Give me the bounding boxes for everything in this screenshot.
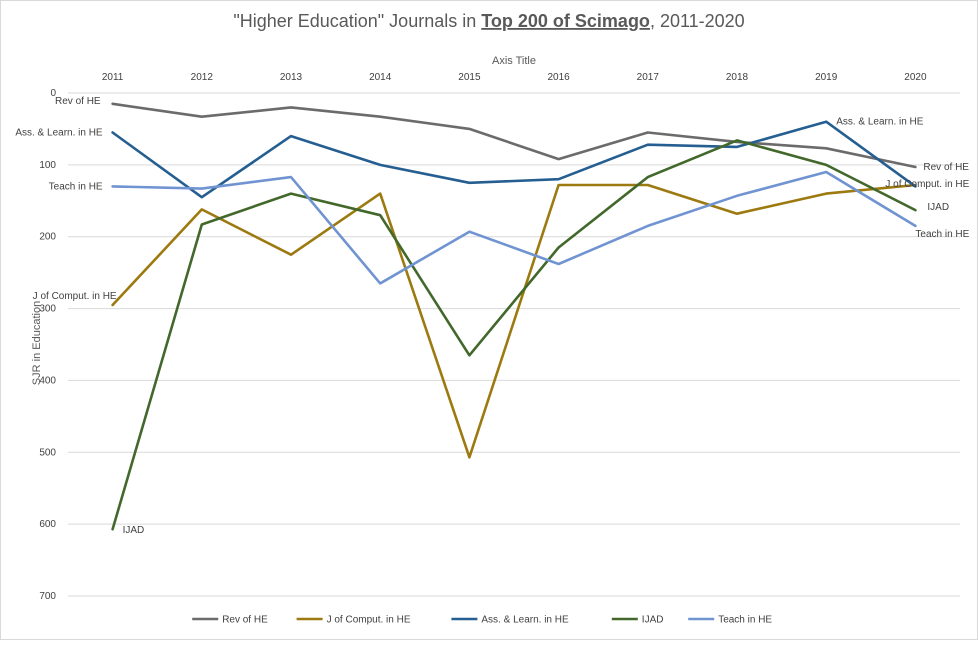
- legend-label: J of Comput. in HE: [327, 615, 411, 626]
- chart-title: "Higher Education" Journals in Top 200 o…: [233, 11, 744, 31]
- x-tick-label: 2012: [191, 72, 214, 83]
- x-tick-labels: 2011 2012 2013 2014 2015 2016 2017 2018 2019 2020: [102, 72, 927, 83]
- data-label: IJAD: [927, 202, 949, 213]
- legend-label: Teach in HE: [718, 615, 772, 626]
- chart-title-part-1: "Higher Education" Journals in: [233, 11, 481, 31]
- series-line: [111, 102, 917, 169]
- data-label: Rev of HE: [923, 162, 969, 173]
- data-label: Ass. & Learn. in HE: [15, 128, 103, 139]
- series-line: [111, 120, 917, 199]
- x-axis-title: Axis Title: [492, 55, 536, 67]
- y-tick-label: 600: [39, 519, 56, 530]
- y-tick-label: 700: [39, 591, 56, 602]
- x-tick-label: 2017: [637, 72, 660, 83]
- x-tick-label: 2013: [280, 72, 303, 83]
- y-tick-labels: 0 100 200 300 400 500 600 700: [39, 88, 56, 602]
- point-labels: Rev of HE Rev of HE Ass. & Learn. in HE Ass…: [15, 96, 969, 536]
- x-tick-label: 2020: [904, 72, 927, 83]
- gridlines: [68, 92, 960, 597]
- y-tick-label: 300: [39, 304, 56, 315]
- series-line: [111, 183, 917, 459]
- legend-label: IJAD: [642, 615, 664, 626]
- data-label: J of Comput. in HE: [33, 291, 117, 302]
- series-line: [111, 170, 917, 285]
- x-tick-label: 2018: [726, 72, 749, 83]
- y-axis-title: SJR in Education: [31, 301, 43, 385]
- x-tick-label: 2016: [547, 72, 570, 83]
- x-tick-label: 2011: [102, 72, 124, 83]
- y-tick-label: 400: [39, 375, 56, 386]
- chart-title-part-2: Top 200 of Scimago: [481, 11, 650, 31]
- x-tick-label: 2015: [458, 72, 481, 83]
- data-label: J of Comput. in HE: [885, 179, 969, 190]
- x-tick-label: 2019: [815, 72, 838, 83]
- y-tick-label: 200: [39, 232, 56, 243]
- data-label: Ass. & Learn. in HE: [836, 117, 924, 128]
- legend: Rev of HE J of Comput. in HE Ass. & Learn.…: [192, 615, 772, 626]
- chart-title-part-3: , 2011-2020: [650, 11, 745, 31]
- data-label: IJAD: [123, 525, 145, 536]
- y-tick-label: 500: [39, 447, 56, 458]
- data-label: Rev of HE: [55, 96, 101, 107]
- series-lines: [111, 102, 917, 531]
- x-tick-label: 2014: [369, 72, 392, 83]
- y-tick-label: 100: [39, 160, 56, 171]
- series-line: [111, 139, 917, 531]
- data-label: Teach in HE: [915, 229, 969, 240]
- legend-label: Ass. & Learn. in HE: [481, 615, 569, 626]
- legend-label: Rev of HE: [222, 615, 268, 626]
- data-label: Teach in HE: [49, 181, 103, 192]
- y-tick-label: 0: [50, 88, 56, 99]
